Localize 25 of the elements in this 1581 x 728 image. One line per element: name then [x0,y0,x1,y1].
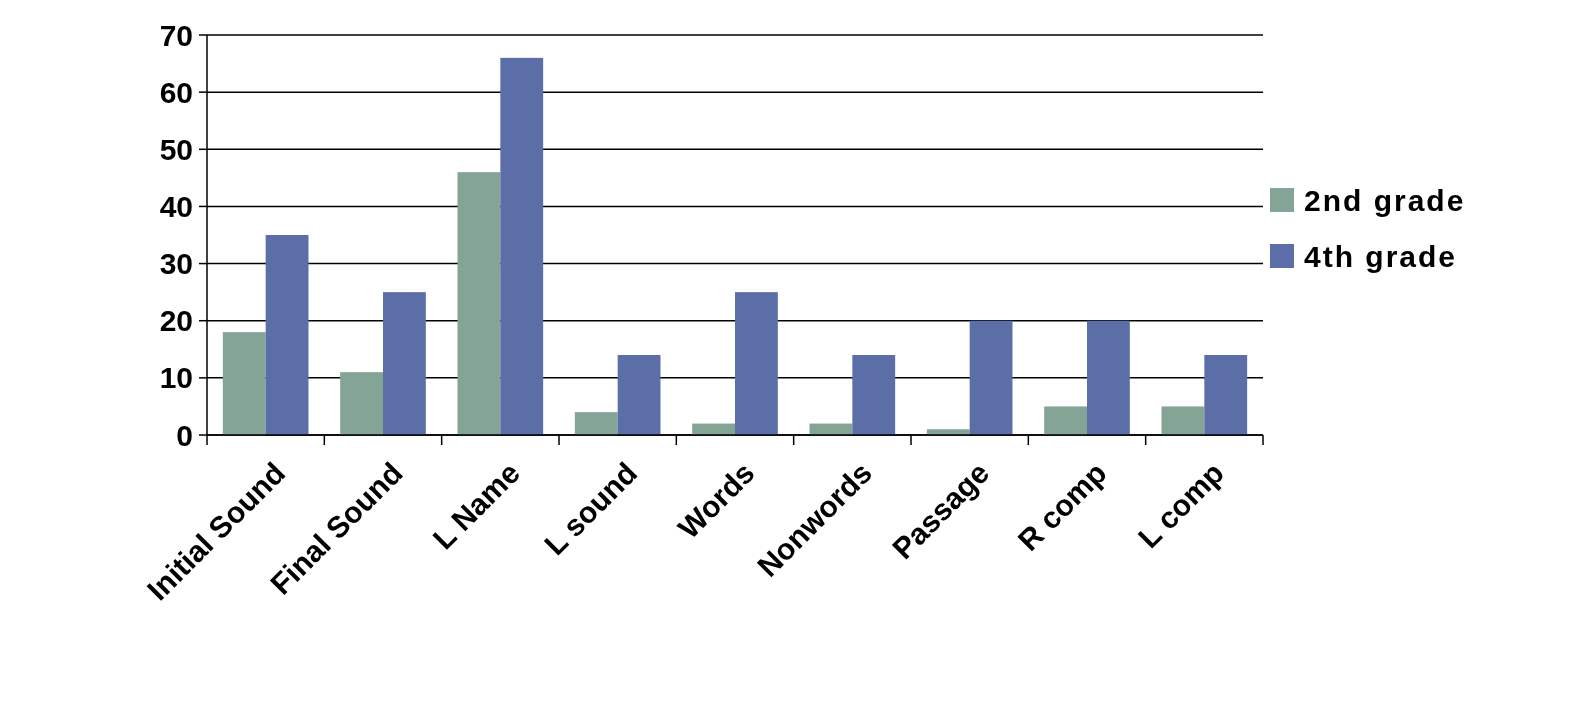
y-tick-label: 40 [159,189,193,223]
y-tick-label: 20 [159,304,193,338]
y-tick-label: 10 [159,361,193,395]
bar [222,332,266,435]
y-tick-label: 30 [159,247,193,281]
bar [852,355,896,435]
bar [1087,320,1130,435]
bar [969,320,1013,435]
bar [1204,355,1248,435]
bar [500,57,544,435]
bar [265,235,309,435]
bar [383,292,426,435]
bar [1161,406,1205,435]
y-tick-label: 50 [159,132,193,166]
bar [735,292,778,435]
bar [457,172,501,435]
bar [1044,406,1087,435]
bar [617,355,661,435]
bar [340,372,383,435]
legend-label: 4th grade [1304,239,1458,273]
legend-label: 2nd grade [1304,183,1466,217]
y-tick-label: 0 [176,418,193,452]
y-tick-label: 70 [159,18,193,52]
y-tick-label: 60 [159,75,193,109]
bar [574,412,618,435]
